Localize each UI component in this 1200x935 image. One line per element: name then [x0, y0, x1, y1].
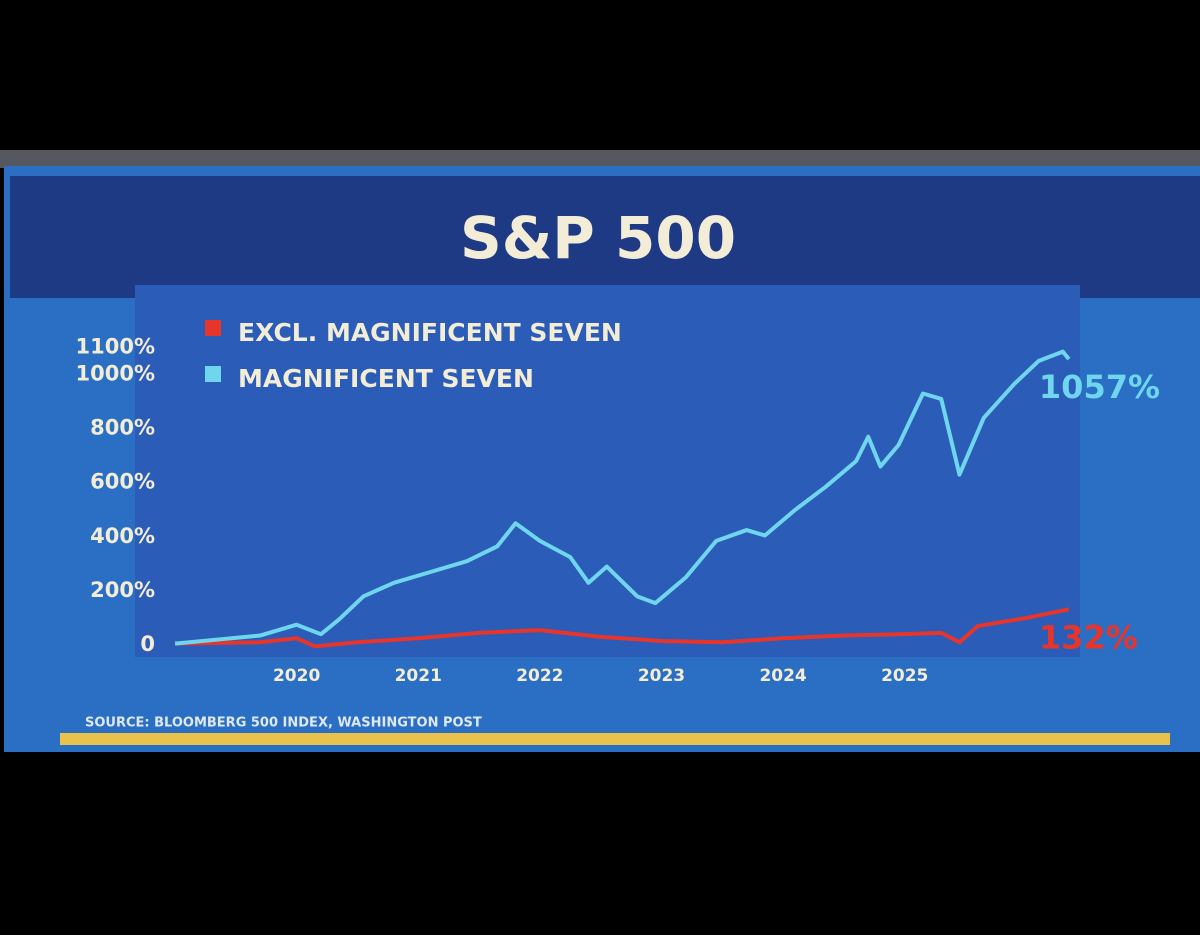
x-tick-label: 2020: [273, 666, 320, 686]
legend-swatch: [205, 320, 221, 336]
x-tick-label: 2021: [395, 666, 442, 686]
legend-label: MAGNIFICENT SEVEN: [238, 364, 534, 393]
x-tick-label: 2024: [759, 666, 806, 686]
title-band: [10, 176, 1200, 298]
y-tick-label: 0: [140, 632, 155, 656]
series-line: [174, 607, 1070, 649]
x-tick-label: 2023: [638, 666, 685, 686]
series-line: [174, 349, 1071, 646]
y-tick-label: 800%: [90, 416, 155, 440]
x-tick-label: 2022: [516, 666, 563, 686]
tv-bezel: [0, 150, 1200, 168]
source-note: SOURCE: BLOOMBERG 500 INDEX, WASHINGTON …: [85, 716, 482, 731]
legend-label: EXCL. MAGNIFICENT SEVEN: [238, 318, 622, 347]
legend-swatch: [205, 366, 221, 382]
plot-panel: [135, 285, 1080, 657]
end-label: 1057%: [1039, 368, 1160, 406]
y-tick-label: 400%: [90, 524, 155, 548]
y-tick-label: 1000%: [76, 362, 156, 386]
bottom-bar: [60, 733, 1170, 745]
y-tick-label: 200%: [90, 578, 155, 602]
end-label: 132%: [1039, 618, 1138, 656]
y-tick-label: 1100%: [76, 335, 156, 359]
x-tick-label: 2025: [881, 666, 928, 686]
chart-title: S&P 500: [460, 204, 736, 272]
y-tick-label: 600%: [90, 470, 155, 494]
